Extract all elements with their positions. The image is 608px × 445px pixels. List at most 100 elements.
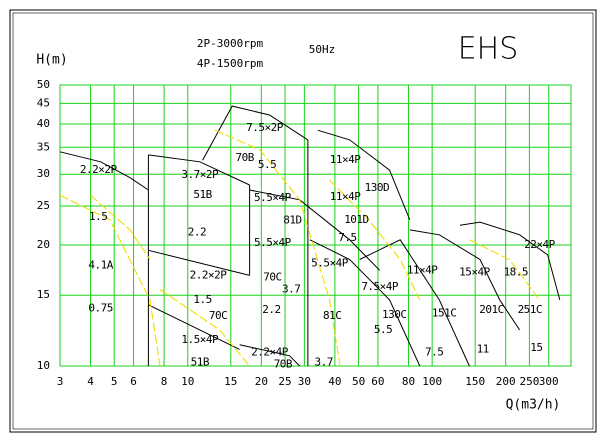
curve-label: 3.7 [282,282,300,295]
x-tick-label: 25 [278,375,291,388]
chart-title: EHS [458,32,519,67]
y-axis-label: H(m) [36,53,67,68]
curve-label: 2.2×2P [80,163,118,176]
curve-label: 201C [479,303,504,316]
x-tick-label: 50 [352,375,365,388]
plot-frame [59,84,572,367]
y-tick-label: 50 [37,78,50,91]
curve-label: 11×4P [407,263,438,276]
curve-label: 5.5×4P [254,236,292,249]
curve [90,194,151,260]
x-tick-label: 200 [496,375,516,388]
y-tick-label: 25 [37,199,50,212]
inner-frame [12,12,594,430]
x-tick-label: 6 [130,375,137,388]
curve [148,304,240,350]
curve-label: 151C [432,307,457,320]
x-tick-label: 10 [181,375,194,388]
curve-label: 5.5 [374,323,392,336]
curve [148,249,250,276]
x-tick-label: 30 [298,375,311,388]
curve [409,229,521,331]
x-tick-label: 100 [422,375,442,388]
curve-label: 7.5 [338,231,356,244]
curve-label: 18.5 [504,265,529,278]
speed-note: 4P-1500rpm [197,57,264,70]
curve-label: 3.7 [315,356,333,369]
curve-label: 5.5×4P [254,191,292,204]
curve-label: 70B [274,357,293,370]
curve [59,194,161,367]
curve [359,239,470,367]
curve-label: 70B [236,151,255,164]
curve-label: 1.5 [89,210,107,223]
curve-label: 251C [518,303,543,316]
curve-label: 2.2 [262,303,280,316]
x-tick-label: 15 [224,375,237,388]
curve-label: 15 [530,341,542,354]
curve [317,129,411,220]
curve [249,189,381,271]
x-tick-label: 300 [539,375,559,388]
curve-label: 2.2 [188,225,206,238]
curve-label: 0.75 [88,302,113,315]
x-tick-label: 40 [328,375,341,388]
curve-label: 130C [382,308,407,321]
curve-label: 2.2×2P [190,268,228,281]
y-tick-label: 30 [37,167,50,180]
y-tick-label: 35 [37,140,50,153]
curve [329,179,421,301]
curve-label: 5.5×4P [311,256,349,269]
curve-label: 70C [263,271,281,284]
y-tick-label: 20 [37,238,50,251]
curve-label: 51B [193,188,212,201]
outer-frame [9,9,597,433]
curve-label: 1.5 [193,293,211,306]
curve [202,105,309,161]
curve [309,239,421,367]
curve-label: 11×4P [330,153,361,166]
x-tick-label: 5 [111,375,118,388]
curve-label: 5.5 [258,158,276,171]
curve-label: 81C [323,309,341,322]
curve-label: 3.7×2P [181,168,219,181]
curve [59,151,131,179]
curve [129,177,149,191]
curve [148,154,250,186]
x-tick-label: 3 [57,375,64,388]
curve-label: 22×4P [524,238,555,251]
x-tick-label: 4 [87,375,94,388]
curve-label: 7.5 [425,346,443,359]
x-axis-label: Q(m3/h) [506,398,561,413]
curve-label: 1.5×4P [181,333,219,346]
curve-label: 70C [209,309,227,322]
curve-label: 2.2×4P [251,346,289,359]
curve-label: 4.1A [88,258,113,271]
y-tick-label: 40 [37,117,50,130]
x-tick-label: 250 [519,375,539,388]
curve-label: 51B [191,356,210,369]
curve-label: 7.5×4P [361,280,399,293]
curve-label: 101D [344,213,369,226]
x-tick-label: 150 [465,375,485,388]
curve-label: 11 [477,342,489,355]
curve-label: 11×4P [330,190,361,203]
x-tick-label: 8 [161,375,168,388]
curve [469,239,540,301]
curve-label: 81D [283,214,301,227]
curve [239,344,301,367]
x-tick-label: 60 [371,375,384,388]
y-tick-label: 10 [37,359,50,372]
x-tick-label: 20 [255,375,268,388]
curve-label: 130D [365,181,390,194]
curve-label: 15×4P [459,265,490,278]
frequency-note: 50Hz [309,43,336,56]
y-tick-label: 15 [37,288,50,301]
curve [459,221,561,301]
curve [159,289,251,367]
curve-label: 7.5×2P [246,121,284,134]
curve [214,129,341,367]
speed-note: 2P-3000rpm [197,37,264,50]
